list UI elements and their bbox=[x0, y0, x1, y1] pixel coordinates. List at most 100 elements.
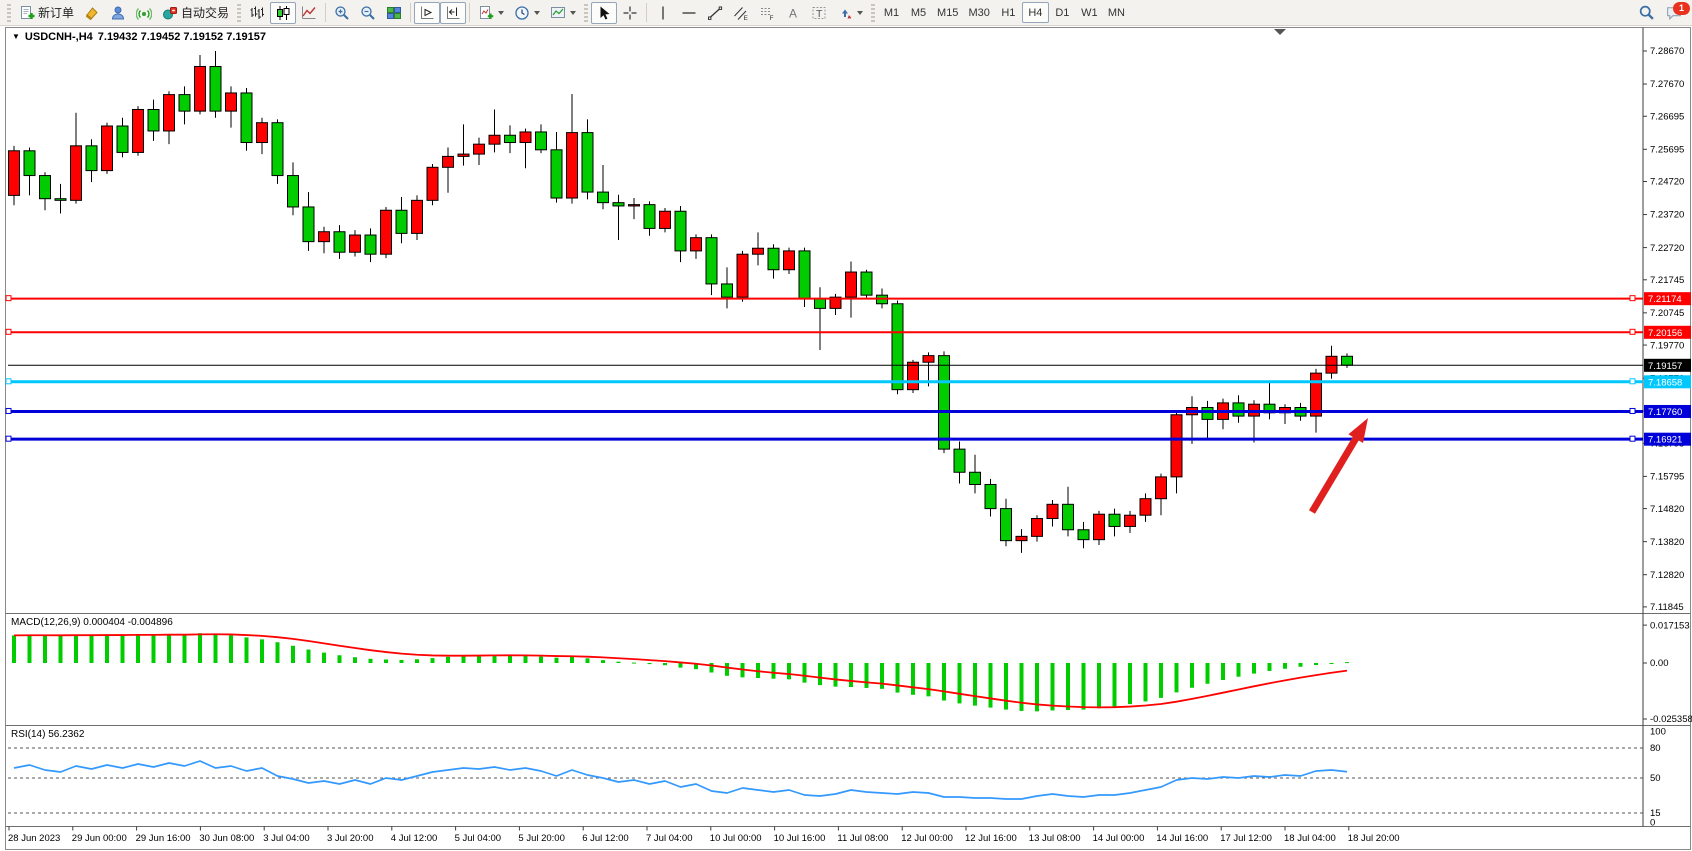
tile-windows-button[interactable] bbox=[381, 2, 407, 24]
svg-text:7.27670: 7.27670 bbox=[1650, 79, 1684, 90]
timeframe-button-MN[interactable]: MN bbox=[1107, 6, 1125, 19]
vertical-line-icon bbox=[655, 5, 671, 21]
line-chart-button[interactable] bbox=[296, 2, 322, 24]
candlestick-chart-button[interactable] bbox=[270, 1, 297, 24]
toolbar-separator bbox=[410, 3, 412, 22]
timeframe-button-M30[interactable]: M30 bbox=[968, 6, 990, 19]
svg-text:7.14820: 7.14820 bbox=[1650, 504, 1684, 515]
new-order-button[interactable]: 新订单 bbox=[14, 2, 79, 24]
price-badge-label: 7.21174 bbox=[1648, 294, 1682, 305]
arrows-tool-button[interactable] bbox=[832, 2, 868, 24]
price-badge bbox=[1644, 325, 1691, 339]
bar-chart-icon bbox=[249, 5, 265, 21]
trend-arrow-annotation[interactable] bbox=[1308, 418, 1368, 514]
price-badge bbox=[1644, 375, 1691, 389]
svg-text:50: 50 bbox=[1650, 773, 1661, 784]
price-badge bbox=[1644, 404, 1691, 418]
timeframe-button-H1[interactable]: H1 bbox=[1001, 6, 1016, 19]
macd-signal-line bbox=[13, 633, 1348, 709]
svg-text:30 Jun 08:00: 30 Jun 08:00 bbox=[199, 833, 254, 844]
toolbar-grip[interactable] bbox=[871, 3, 876, 22]
candlestick-icon bbox=[275, 5, 291, 21]
notifications-button[interactable]: 1 bbox=[1660, 1, 1690, 24]
fibonacci-icon: F bbox=[759, 5, 775, 21]
indicators-button[interactable] bbox=[473, 2, 509, 24]
dropdown-caret-icon bbox=[534, 10, 541, 15]
svg-text:7.21745: 7.21745 bbox=[1650, 275, 1684, 286]
chart-shift-button[interactable] bbox=[440, 1, 467, 24]
svg-text:-0.025358: -0.025358 bbox=[1650, 714, 1692, 725]
horizontal-line-7.21174[interactable]: 7.21174 bbox=[5, 292, 1691, 306]
timeframe-button-W1[interactable]: W1 bbox=[1081, 6, 1098, 19]
price-badge-label: 7.17760 bbox=[1648, 407, 1682, 418]
svg-text:18 Jul 20:00: 18 Jul 20:00 bbox=[1348, 833, 1400, 844]
horizontal-line-7.17760[interactable]: 7.17760 bbox=[5, 404, 1691, 418]
editor-icon bbox=[84, 5, 100, 21]
svg-text:14 Jul 16:00: 14 Jul 16:00 bbox=[1156, 833, 1208, 844]
svg-text:7.26695: 7.26695 bbox=[1650, 111, 1684, 122]
auto-scroll-button[interactable] bbox=[414, 1, 441, 24]
svg-text:29 Jun 16:00: 29 Jun 16:00 bbox=[136, 833, 191, 844]
equidistant-channel-tool-button[interactable]: E bbox=[728, 2, 754, 24]
person-icon bbox=[110, 5, 126, 21]
svg-text:0.00: 0.00 bbox=[1650, 658, 1669, 669]
timeframe-button-D1[interactable]: D1 bbox=[1055, 6, 1070, 19]
horizontal-line-tool-button[interactable] bbox=[676, 2, 702, 24]
chart-shift-icon bbox=[445, 5, 461, 21]
svg-text:6 Jul 12:00: 6 Jul 12:00 bbox=[582, 833, 628, 844]
bar-chart-button[interactable] bbox=[244, 2, 270, 24]
cursor-button[interactable] bbox=[591, 1, 618, 24]
zoom-out-icon bbox=[360, 5, 376, 21]
trendline-icon bbox=[707, 5, 723, 21]
symbol-collapse-icon[interactable]: ▼ bbox=[12, 32, 20, 41]
horizontal-line-7.18658[interactable]: 7.18658 bbox=[5, 375, 1691, 389]
editor-button[interactable] bbox=[79, 2, 105, 24]
vertical-line-tool-button[interactable] bbox=[650, 2, 676, 24]
chart-header: ▼ USDCNH-,H4 7.19432 7.19452 7.19152 7.1… bbox=[12, 31, 266, 43]
zoom-in-button[interactable] bbox=[329, 2, 355, 24]
text-label-icon: T bbox=[811, 5, 827, 21]
macd-indicator: 0.017153 0.00 -0.025358 bbox=[12, 620, 1692, 725]
community-button[interactable] bbox=[105, 2, 131, 24]
zoom-out-button[interactable] bbox=[355, 2, 381, 24]
timeframe-button-M1[interactable]: M1 bbox=[883, 6, 900, 19]
svg-text:3 Jul 20:00: 3 Jul 20:00 bbox=[327, 833, 373, 844]
templates-button[interactable] bbox=[545, 2, 581, 24]
crosshair-button[interactable] bbox=[617, 2, 643, 24]
timeframe-button-M15[interactable]: M15 bbox=[937, 6, 959, 19]
timeframe-button-M5[interactable]: M5 bbox=[910, 6, 927, 19]
search-button[interactable] bbox=[1633, 2, 1660, 24]
toolbar-grip[interactable] bbox=[584, 3, 589, 22]
new-order-label: 新订单 bbox=[38, 6, 75, 20]
fibonacci-tool-button[interactable]: F bbox=[754, 2, 780, 24]
svg-text:7.24720: 7.24720 bbox=[1650, 177, 1684, 188]
svg-text:29 Jun 00:00: 29 Jun 00:00 bbox=[72, 833, 127, 844]
timeframe-button-H4[interactable]: H4 bbox=[1021, 2, 1049, 23]
timeframe-toolbar: M1 M5 M15 M30 H1 H4 D1 W1 MN bbox=[878, 2, 1130, 23]
svg-text:5 Jul 20:00: 5 Jul 20:00 bbox=[518, 833, 564, 844]
svg-text:7.22720: 7.22720 bbox=[1650, 243, 1684, 254]
toolbar-grip[interactable] bbox=[237, 3, 242, 22]
text-label-tool-button[interactable]: T bbox=[806, 2, 832, 24]
text-tool-button[interactable]: A bbox=[780, 2, 806, 24]
candlestick-series bbox=[8, 51, 1353, 553]
svg-text:7.28670: 7.28670 bbox=[1650, 46, 1684, 57]
svg-text:0: 0 bbox=[1650, 818, 1655, 829]
channel-icon: E bbox=[733, 5, 749, 21]
rsi-level-lines bbox=[8, 747, 1643, 814]
svg-text:100: 100 bbox=[1650, 727, 1666, 738]
chart-shift-marker[interactable] bbox=[1274, 29, 1286, 35]
periods-button[interactable] bbox=[509, 2, 545, 24]
signals-button[interactable] bbox=[131, 2, 157, 24]
auto-trading-button[interactable]: 自动交易 bbox=[157, 2, 234, 24]
signal-waves-icon bbox=[136, 5, 153, 21]
dropdown-caret-icon bbox=[570, 10, 577, 15]
svg-text:4 Jul 12:00: 4 Jul 12:00 bbox=[391, 833, 437, 844]
horizontal-line-7.20156[interactable]: 7.20156 bbox=[5, 325, 1691, 339]
rsi-indicator-label: RSI(14) 56.2362 bbox=[11, 729, 85, 740]
line-chart-icon bbox=[301, 5, 317, 21]
toolbar-grip[interactable] bbox=[7, 3, 11, 22]
trendline-tool-button[interactable] bbox=[702, 2, 728, 24]
horizontal-line-7.16921[interactable]: 7.16921 bbox=[5, 432, 1691, 446]
